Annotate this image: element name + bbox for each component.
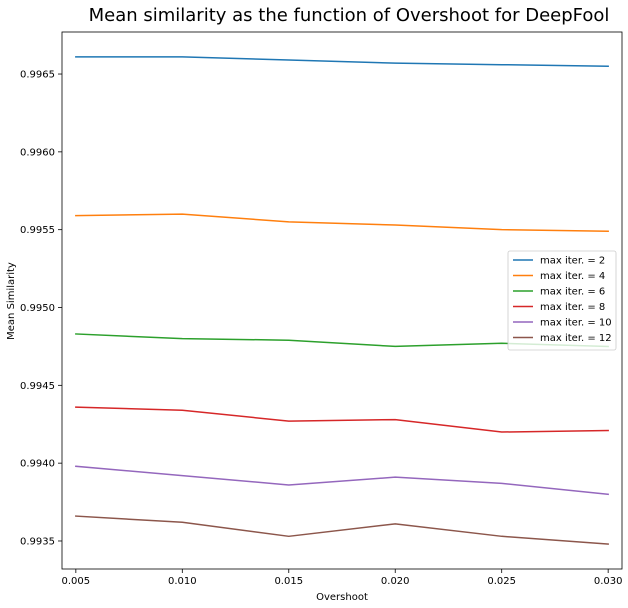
y-tick-label: 0.9965 <box>20 70 55 81</box>
y-axis: 0.9935 0.9940 0.9945 0.9950 0.9955 0.9960 0.99… <box>20 70 62 547</box>
legend-label: max iter. = 4 <box>540 271 605 282</box>
x-tick-label: 0.015 <box>274 576 303 587</box>
series-line-max-iter-8 <box>75 406 609 433</box>
x-tick-label: 0.005 <box>62 576 91 587</box>
series-line-max-iter-2 <box>75 56 609 68</box>
legend-label: max iter. = 10 <box>540 318 612 329</box>
x-axis: 0.005 0.010 0.015 0.020 0.025 0.030 <box>62 569 623 587</box>
series-line-max-iter-10 <box>75 465 609 496</box>
legend: max iter. = 2 max iter. = 4 max iter. = 6 m… <box>507 250 617 351</box>
legend-label: max iter. = 6 <box>540 287 605 298</box>
y-tick-label: 0.9960 <box>20 147 55 158</box>
legend-label: max iter. = 8 <box>540 302 605 313</box>
x-tick-label: 0.020 <box>381 576 410 587</box>
x-tick-label: 0.010 <box>168 576 197 587</box>
plot-area <box>61 31 623 570</box>
y-axis-label: Mean Similarity <box>6 262 17 340</box>
x-axis-label: Overshoot <box>316 592 368 603</box>
y-tick-label: 0.9940 <box>20 459 55 470</box>
plot-frame <box>61 31 623 570</box>
series-line-max-iter-4 <box>75 213 609 232</box>
x-tick-label: 0.030 <box>594 576 623 587</box>
legend-label: max iter. = 2 <box>540 256 605 267</box>
y-tick-label: 0.9945 <box>20 381 55 392</box>
legend-box <box>507 250 617 351</box>
series-line-max-iter-12 <box>75 515 609 545</box>
legend-label: max iter. = 12 <box>540 333 612 344</box>
y-tick-label: 0.9950 <box>20 303 55 314</box>
chart-title: Mean similarity as the function of Overs… <box>89 5 610 26</box>
x-tick-label: 0.025 <box>487 576 516 587</box>
y-tick-label: 0.9955 <box>20 225 55 236</box>
y-tick-label: 0.9935 <box>20 536 55 547</box>
